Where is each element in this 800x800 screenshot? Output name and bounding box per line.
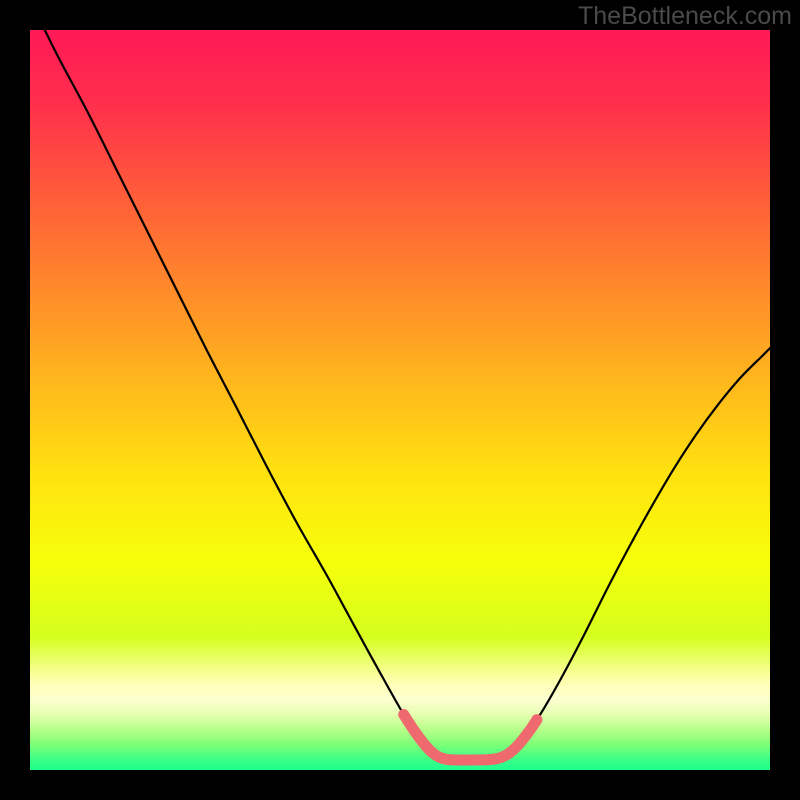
optimal-range-highlight bbox=[404, 715, 537, 761]
watermark-text: TheBottleneck.com bbox=[578, 2, 792, 31]
plot-area bbox=[30, 30, 770, 770]
chart-frame: TheBottleneck.com bbox=[0, 0, 800, 800]
bottleneck-curve bbox=[45, 30, 770, 760]
curve-layer bbox=[30, 30, 770, 770]
